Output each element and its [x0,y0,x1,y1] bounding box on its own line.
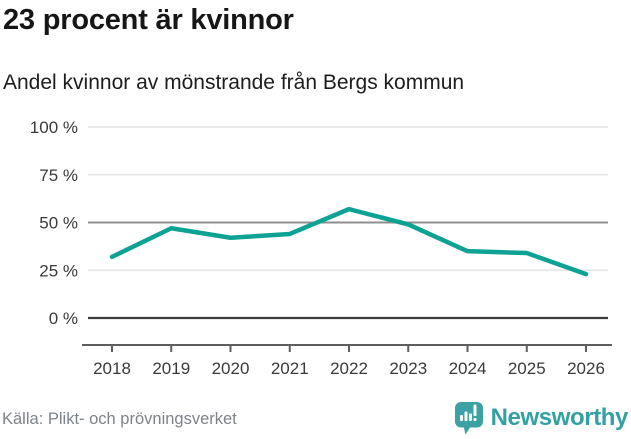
x-tick-label: 2023 [389,359,427,378]
chart-subtitle: Andel kvinnor av mönstrande från Bergs k… [3,71,465,94]
x-tick-label: 2018 [93,359,131,378]
chart-title: 23 procent är kvinnor [3,4,294,36]
source-note: Källa: Plikt- och prövningsverket [2,410,237,428]
x-tick-label: 2025 [508,359,546,378]
logo-bubble-tail [463,426,471,435]
x-tick-label: 2019 [152,359,190,378]
line-chart: 100 % 75 % 50 % 25 % 0 % 2018 2019 2020 2021 2022… [30,118,612,378]
logo-exclamation-bar [473,404,477,416]
newsworthy-logo[interactable]: Newsworthy [454,401,628,435]
x-tick-label: 2021 [271,359,309,378]
y-tick-label: 50 % [39,214,78,233]
logo-exclamation-dot [473,418,477,421]
trend-line [109,206,589,277]
x-tick-label: 2022 [330,359,368,378]
y-tick-label: 25 % [39,261,78,280]
x-tick-label: 2026 [567,359,605,378]
x-tick-label: 2020 [212,359,250,378]
newsworthy-logo-icon [454,402,483,435]
logo-bar-medium [468,413,472,421]
y-tick-label: 0 % [49,309,78,328]
y-tick-label: 75 % [39,166,78,185]
x-tick-label: 2024 [449,359,487,378]
logo-bar-short [459,415,463,421]
y-tick-label: 100 % [30,118,78,137]
newsworthy-wordmark: Newsworthy [490,404,629,431]
logo-bar-tall [464,411,468,421]
